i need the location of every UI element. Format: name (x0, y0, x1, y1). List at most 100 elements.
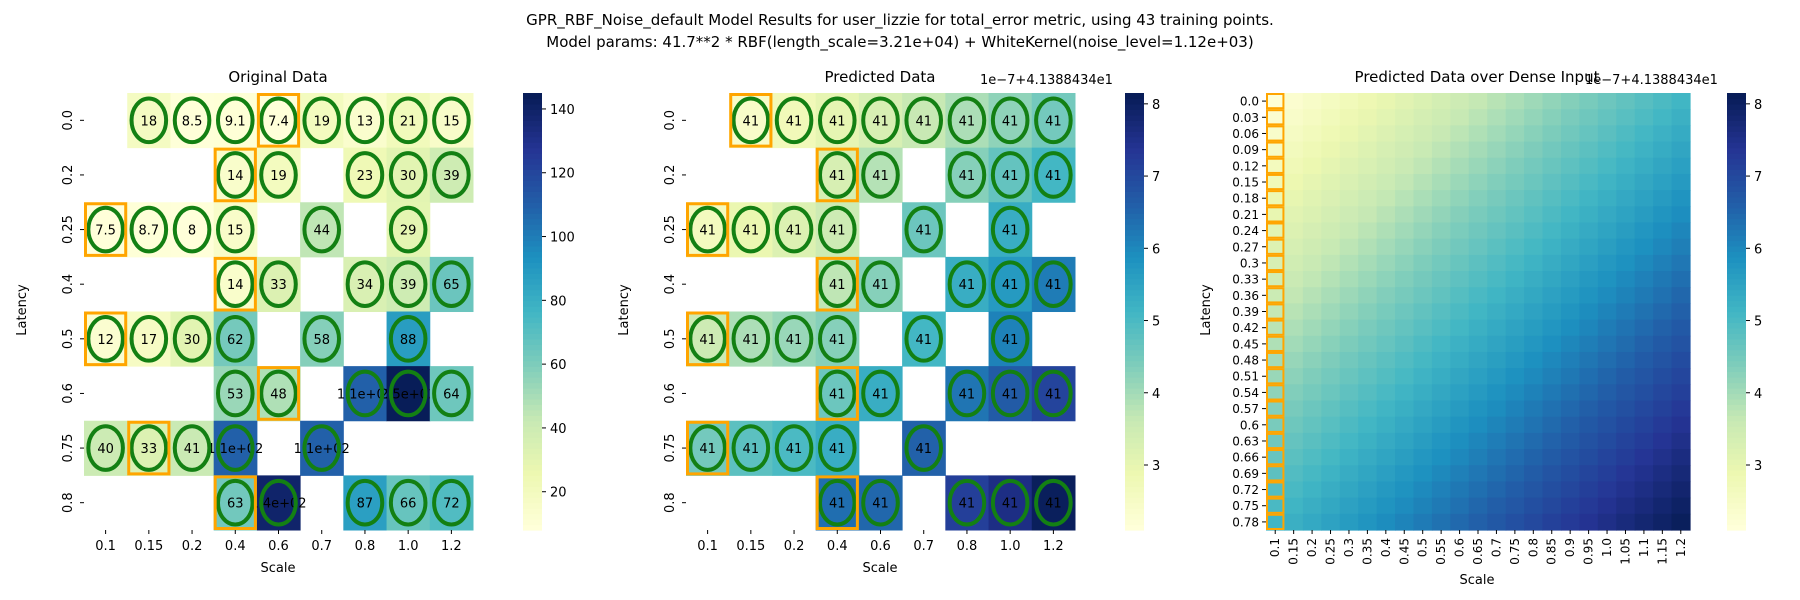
cell-value-label: 2.5e+02 (380, 387, 436, 402)
cell-value-label: 41 (829, 333, 846, 348)
y-tick-label: 0.75 (663, 434, 678, 463)
colorbar-segment (1727, 174, 1746, 181)
training-point-circle (432, 369, 471, 418)
dense-cell (1395, 271, 1415, 288)
dense-cell (1653, 173, 1673, 191)
dense-cell (1524, 238, 1544, 256)
cell-value-label: 1.1e+02 (337, 387, 393, 402)
dense-cell (1395, 335, 1415, 353)
dense-cell (1653, 368, 1673, 385)
dense-cell (1468, 416, 1488, 434)
dense-cell (1266, 335, 1286, 353)
y-tick-label: 0.8 (61, 492, 76, 513)
colorbar-segment (523, 196, 542, 203)
colorbar-segment (1125, 196, 1144, 203)
cell-value-label: 18 (141, 114, 158, 129)
cell-value-label: 62 (227, 333, 244, 348)
dense-cell (1597, 416, 1617, 434)
dense-cell (1395, 109, 1415, 126)
cell-value-label: 30 (184, 333, 201, 348)
dense-cell (1634, 416, 1654, 434)
dense-cell (1431, 449, 1451, 466)
dense-cell (1597, 497, 1617, 515)
dense-cell (1487, 238, 1507, 256)
heatmap-cell (170, 202, 215, 258)
dense-cell (1542, 449, 1562, 466)
heatmap-cell (343, 93, 388, 149)
dense-cell (1431, 190, 1451, 207)
y-tick-label: 0.5 (61, 328, 76, 349)
cell-value-label: 41 (743, 333, 760, 348)
dense-cell (1597, 400, 1617, 418)
heatmap-cell (429, 147, 474, 203)
colorbar-segment (1125, 316, 1144, 324)
dense-cell (1358, 497, 1378, 515)
colorbar-segment (1727, 420, 1746, 427)
training-point-circle (388, 369, 428, 418)
heatmap-cell (858, 256, 903, 313)
colorbar-segment (523, 371, 542, 378)
panel-predicted-colorbar: 3 4 5 6 7 8 (1125, 93, 1160, 531)
heatmap-cell (386, 475, 431, 531)
dense-cell (1302, 173, 1322, 191)
y-tick-label: 0.4 (61, 274, 76, 295)
y-tick-label: 0.75 (1232, 499, 1259, 513)
colorbar-segment (1125, 371, 1144, 378)
cell-value-label: 9.1 (225, 114, 246, 129)
heatmap-cell (429, 256, 474, 313)
training-point-circle (172, 314, 212, 363)
dense-cell (1542, 400, 1562, 418)
dense-cell (1431, 109, 1451, 126)
panel-predicted-overlay (686, 93, 1073, 531)
x-tick-label: 0.2 (182, 539, 203, 554)
training-point-circle (990, 369, 1030, 418)
dense-cell (1395, 173, 1415, 191)
dense-cell (1653, 206, 1673, 224)
dense-cell (1376, 465, 1396, 483)
dense-cell (1505, 319, 1525, 337)
dense-cell (1395, 384, 1415, 402)
dense-cell (1487, 157, 1507, 175)
colorbar-tick-label: 7 (1754, 170, 1762, 185)
dense-cell (1505, 190, 1525, 207)
dense-cell (1339, 513, 1359, 531)
dense-cell (1284, 481, 1304, 499)
dense-cell (1505, 238, 1525, 256)
cell-value-label: 41 (959, 497, 976, 512)
colorbar-segment (523, 398, 542, 405)
heatmap-cell (429, 366, 474, 422)
colorbar-segment (523, 125, 542, 132)
best-point-square (1266, 335, 1285, 352)
dense-cell (1634, 335, 1654, 353)
x-tick-label: 0.8 (355, 539, 376, 554)
colorbar-segment (523, 333, 542, 340)
dense-cell (1358, 400, 1378, 418)
training-point-circle (688, 314, 727, 363)
dense-cell (1431, 432, 1451, 450)
dense-cell (1358, 109, 1378, 126)
dense-cell (1542, 368, 1562, 385)
heatmap-cell (300, 202, 344, 258)
dense-cell (1358, 368, 1378, 385)
dense-cell (1376, 125, 1396, 143)
dense-cell (1634, 109, 1654, 126)
dense-cell (1376, 335, 1396, 353)
colorbar-segment (523, 229, 542, 236)
cell-value-label: 41 (1045, 387, 1062, 402)
dense-cell (1671, 384, 1691, 402)
dense-cell (1339, 109, 1359, 126)
dense-cell (1266, 125, 1286, 143)
y-tick-label: 0.54 (1232, 386, 1259, 400)
dense-cell (1634, 368, 1654, 385)
dense-cell (1413, 141, 1433, 159)
cell-value-label: 41 (959, 114, 976, 129)
dense-cell (1358, 157, 1378, 175)
dense-cell (1468, 465, 1488, 483)
dense-cell (1560, 416, 1580, 434)
y-tick-label: 0.25 (663, 215, 678, 244)
training-point-circle (172, 424, 212, 472)
cell-value-label: 41 (829, 442, 846, 457)
dense-cell (1671, 173, 1691, 191)
dense-cell (1597, 222, 1617, 240)
training-point-circle (990, 96, 1030, 145)
